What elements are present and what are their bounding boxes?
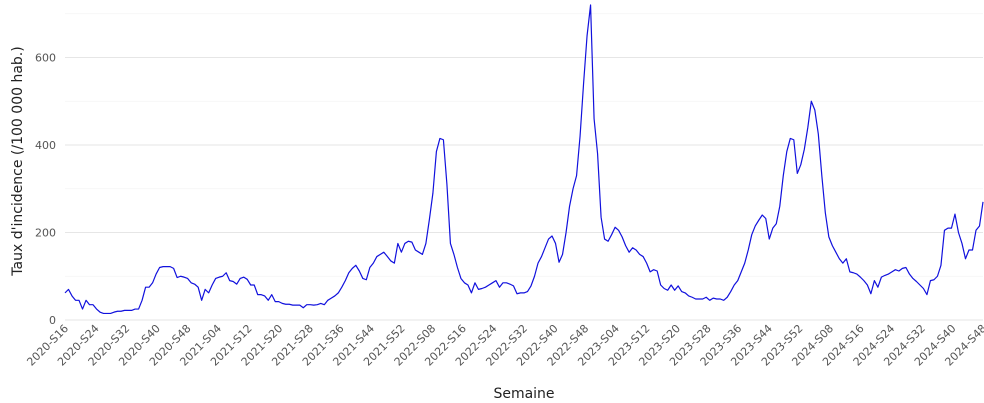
series-layer xyxy=(64,4,984,315)
y-tick-labels: 0 200 400 600 xyxy=(35,52,56,328)
x-axis-title: Semaine xyxy=(493,386,554,402)
gridlines xyxy=(65,13,983,321)
y-tick-label: 0 xyxy=(49,314,56,327)
series-line-0 xyxy=(64,4,984,315)
y-tick-label: 600 xyxy=(35,52,56,65)
y-tick-label: 200 xyxy=(35,227,56,240)
x-tick-labels: 2020-S162020-S242020-S322020-S402020-S48… xyxy=(24,322,984,369)
y-tick-label: 400 xyxy=(35,139,56,152)
y-axis-title: Taux d'incidence (/100 000 hab.) xyxy=(10,46,26,276)
